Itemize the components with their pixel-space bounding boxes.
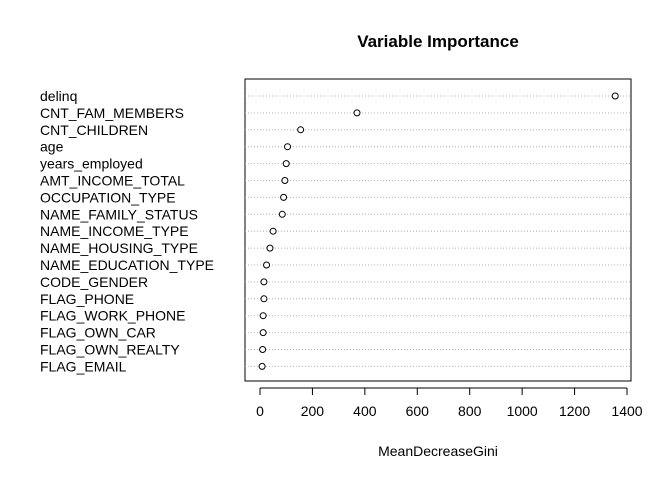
x-tick-label: 400 — [353, 403, 377, 419]
variable-labels: delinqCNT_FAM_MEMBERSCNT_CHILDRENageyear… — [40, 88, 214, 374]
data-point — [611, 92, 619, 100]
chart-title: Variable Importance — [357, 32, 519, 51]
variable-label: FLAG_OWN_CAR — [40, 325, 156, 341]
variable-label: CNT_FAM_MEMBERS — [40, 105, 184, 121]
x-tick-label: 0 — [256, 403, 264, 419]
data-point — [260, 295, 268, 303]
variable-label: years_employed — [40, 156, 143, 172]
variable-label: OCCUPATION_TYPE — [40, 189, 176, 205]
x-tick-label: 1200 — [559, 403, 590, 419]
data-point — [278, 210, 286, 218]
data-point — [269, 227, 277, 235]
x-axis-ticks: 0 200 400 600 800 1000 1200 1400 — [256, 388, 643, 419]
variable-label: NAME_EDUCATION_TYPE — [40, 257, 214, 273]
data-point — [297, 126, 305, 134]
x-axis-label: MeanDecreaseGini — [378, 443, 498, 459]
x-tick-label: 1000 — [507, 403, 538, 419]
data-point — [282, 160, 290, 168]
x-tick-label: 200 — [301, 403, 325, 419]
data-point — [284, 143, 292, 151]
data-point — [259, 312, 267, 320]
variable-label: delinq — [40, 88, 77, 104]
variable-label: age — [40, 139, 64, 155]
variable-label: FLAG_OWN_REALTY — [40, 342, 180, 358]
variable-label: CNT_CHILDREN — [40, 122, 148, 138]
x-tick-label: 600 — [406, 403, 430, 419]
grid-lines — [245, 95, 631, 367]
data-point — [259, 346, 267, 353]
variable-label: NAME_FAMILY_STATUS — [40, 206, 198, 222]
data-point — [258, 362, 266, 370]
x-tick-label: 1400 — [611, 403, 642, 419]
data-point — [260, 278, 268, 286]
variable-label: FLAG_PHONE — [40, 291, 134, 307]
variable-label: FLAG_WORK_PHONE — [40, 308, 185, 324]
data-point — [266, 244, 274, 252]
data-point — [263, 261, 271, 269]
plot-frame — [244, 78, 632, 382]
variable-label: FLAG_EMAIL — [40, 358, 127, 374]
data-points — [258, 92, 619, 370]
variable-label: AMT_INCOME_TOTAL — [40, 173, 185, 189]
data-point — [280, 193, 288, 201]
data-point — [259, 329, 267, 337]
variable-label: CODE_GENDER — [40, 274, 148, 290]
data-point — [353, 109, 361, 117]
data-point — [281, 177, 289, 184]
variable-label: NAME_INCOME_TYPE — [40, 223, 189, 239]
variable-label: NAME_HOUSING_TYPE — [40, 240, 198, 256]
x-tick-label: 800 — [458, 403, 482, 419]
